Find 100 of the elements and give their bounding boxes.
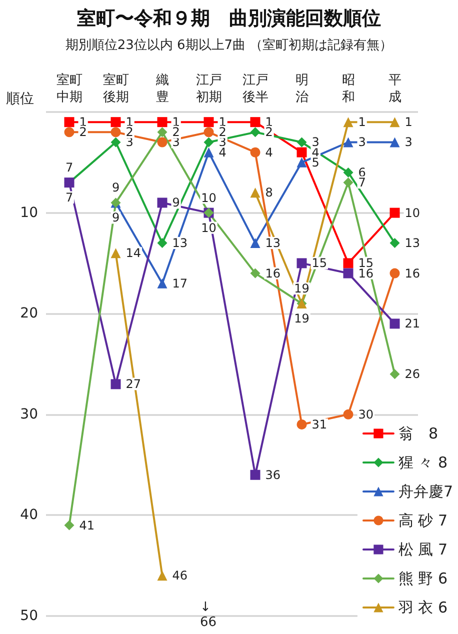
x-tick-label: 昭和 — [342, 73, 355, 105]
point — [250, 188, 260, 198]
point — [157, 278, 168, 288]
data-label: 10 — [201, 190, 216, 205]
point — [64, 117, 74, 128]
data-label: 16 — [358, 266, 374, 280]
point — [204, 117, 214, 128]
data-label: 26 — [404, 367, 420, 382]
data-label: 41 — [79, 518, 95, 532]
y-tick-label: 50 — [20, 608, 38, 624]
x-tick-label: 江戸後半 — [242, 73, 268, 105]
legend-label: 翁 8 — [398, 424, 438, 442]
point — [296, 137, 307, 148]
y-tick-label: 10 — [20, 204, 38, 221]
legend-label: 熊 野 6 — [398, 570, 448, 588]
data-label: 17 — [172, 276, 188, 290]
legend-label: 羽 衣 6 — [397, 598, 448, 616]
y-tick-label: 40 — [20, 507, 38, 524]
point — [157, 570, 168, 581]
legend-label: 舟弁慶7 — [398, 482, 454, 500]
point — [157, 198, 168, 208]
point — [296, 258, 307, 268]
point — [110, 117, 121, 128]
point — [157, 127, 168, 138]
data-label: 31 — [312, 417, 328, 432]
point — [390, 208, 400, 218]
y-tick-label: 30 — [20, 406, 38, 422]
data-label: 3 — [358, 135, 366, 150]
point — [296, 147, 307, 158]
point — [64, 520, 74, 530]
point — [204, 127, 214, 138]
point — [296, 419, 307, 430]
point — [110, 127, 121, 138]
chart-title: 室町〜令和９期 曲別演能回数順位 — [77, 8, 381, 30]
data-label: 5 — [312, 155, 320, 170]
annotation: ↓ 66 — [200, 600, 217, 630]
data-label: 7 — [65, 190, 74, 205]
data-label: 7 — [65, 160, 74, 175]
data-label: 13 — [172, 236, 188, 250]
data-label: 10 — [201, 220, 216, 235]
data-label: 1 — [358, 115, 366, 130]
legend-label: 松 風 7 — [398, 540, 448, 558]
point — [110, 379, 121, 390]
point — [343, 178, 354, 188]
point — [343, 268, 354, 278]
point — [110, 248, 121, 258]
x-tick-label: 平成 — [388, 73, 402, 105]
point — [343, 117, 354, 128]
point — [110, 137, 121, 148]
data-label: 15 — [312, 256, 328, 270]
legend-label: 猩 々 8 — [398, 454, 448, 472]
data-label: 9 — [112, 210, 120, 225]
point — [250, 127, 260, 138]
y-axis-title: 順位 — [6, 91, 34, 107]
data-label: 2 — [79, 125, 87, 140]
point — [157, 238, 168, 248]
point — [390, 268, 400, 278]
point — [390, 238, 400, 248]
data-label: 27 — [126, 377, 142, 392]
data-label: 2 — [218, 125, 226, 140]
point — [250, 238, 260, 248]
point — [157, 117, 168, 128]
data-label: 2 — [126, 125, 134, 140]
x-tick-label: 江戸初期 — [196, 73, 222, 105]
data-label: 13 — [404, 236, 420, 250]
data-label: 16 — [265, 266, 281, 280]
point — [343, 167, 354, 178]
data-label: 1 — [404, 115, 412, 130]
data-label: 8 — [265, 186, 273, 200]
point — [204, 147, 214, 158]
point — [390, 137, 400, 148]
point — [296, 157, 307, 168]
data-label: 46 — [172, 568, 188, 583]
legend-label: 高 砂 7 — [398, 512, 448, 530]
data-label: 2 — [172, 125, 180, 140]
data-label: 2 — [265, 125, 273, 140]
point — [343, 137, 354, 148]
data-label: 21 — [404, 316, 420, 331]
point — [250, 268, 260, 278]
point — [250, 470, 260, 480]
data-label: 13 — [265, 236, 281, 250]
data-label: 3 — [404, 135, 412, 150]
point — [390, 318, 400, 329]
point — [343, 409, 354, 420]
point — [204, 137, 214, 148]
data-label: 16 — [404, 266, 420, 280]
data-label: 9 — [172, 196, 180, 210]
point — [390, 369, 400, 380]
point — [250, 117, 260, 128]
data-label: 19 — [294, 312, 310, 326]
x-tick-label: 織豊 — [154, 73, 169, 105]
data-label: 36 — [265, 468, 281, 482]
x-tick-label: 室町後期 — [102, 72, 129, 105]
data-label: 30 — [358, 407, 374, 422]
y-tick-label: 20 — [20, 306, 38, 322]
data-label: 9 — [112, 180, 120, 195]
chart-subtitle: 期別順位23位以内 6期以上7曲 （室町初期は記録有無） — [65, 37, 393, 53]
data-label: 3 — [312, 135, 320, 150]
point — [157, 137, 168, 148]
point — [64, 127, 74, 138]
